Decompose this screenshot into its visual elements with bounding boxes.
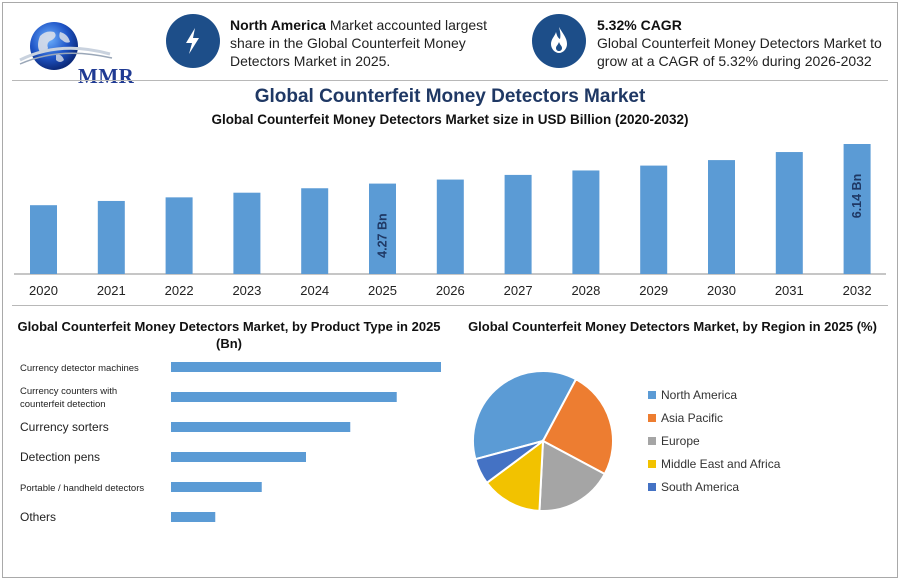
legend-swatch-europe xyxy=(648,437,656,445)
bar-2022 xyxy=(165,197,193,274)
hbar-detection-pens xyxy=(171,452,306,462)
data-label-2025: 4.27 Bn xyxy=(376,213,390,257)
hbar-label-currency-counters-with-counterfeit-detection: Currency counters with xyxy=(20,386,117,397)
product-type-bar-chart: Currency detector machines Currency count… xyxy=(20,362,441,524)
bar-2020 xyxy=(30,205,57,274)
main-subtitle: Global Counterfeit Money Detectors Marke… xyxy=(211,112,689,127)
flame-drop-icon xyxy=(551,27,567,53)
mmr-logo: MMR xyxy=(16,14,146,88)
x-tick-label: 2025 xyxy=(368,283,397,298)
hbar-currency-detector-machines xyxy=(171,362,441,372)
hbar-others xyxy=(171,512,216,522)
market-size-bar-chart: 2020 2021 2022 2023 2024 2025 4.27 Bn 2026 2027 2… xyxy=(14,144,886,298)
bar-2031 xyxy=(775,152,803,274)
pie-slice-europe xyxy=(538,439,607,512)
hbar-label-others: Others xyxy=(20,510,56,524)
x-tick-label: 2031 xyxy=(775,283,804,298)
highlight-text-2: 5.32% CAGR Global Counterfeit Money Dete… xyxy=(597,16,889,70)
data-label-2032: 6.14 Bn xyxy=(850,174,864,218)
highlight-body-2: Global Counterfeit Money Detectors Marke… xyxy=(597,35,882,69)
bar-2024 xyxy=(301,188,329,274)
header-divider xyxy=(12,80,888,81)
hbar-label-currency-detector-machines: Currency detector machines xyxy=(20,363,139,374)
legend-swatch-asia-pacific xyxy=(648,414,656,422)
x-tick-label: 2022 xyxy=(165,283,194,298)
highlight-bold-1: North America xyxy=(230,17,326,33)
bar-2027 xyxy=(504,174,532,274)
hbar-label-currency-counters-with-counterfeit-detection: counterfeit detection xyxy=(20,399,106,410)
highlight-badge-1 xyxy=(166,14,220,68)
x-tick-label: 2030 xyxy=(707,283,736,298)
pie-slice-north-america xyxy=(472,370,578,461)
legend-label-asia-pacific: Asia Pacific xyxy=(661,411,723,425)
x-tick-label: 2026 xyxy=(436,283,465,298)
x-tick-label: 2032 xyxy=(843,283,872,298)
bar-2032 xyxy=(843,144,871,274)
region-pie-chart: North America Asia Pacific Europe Middle Ea… xyxy=(472,370,781,512)
highlight-badge-2 xyxy=(532,14,586,68)
x-tick-label: 2023 xyxy=(232,283,261,298)
highlight-body-1: Market accounted largest share in the Gl… xyxy=(230,17,488,69)
legend-label-middle-east-and-africa: Middle East and Africa xyxy=(661,457,781,471)
highlight-text-1: North America Market accounted largest s… xyxy=(230,16,515,70)
hbar-label-portable-handheld-detectors: Portable / handheld detectors xyxy=(20,483,144,494)
hbar-label-detection-pens: Detection pens xyxy=(20,450,100,464)
x-tick-label: 2029 xyxy=(639,283,668,298)
hbar-label-currency-sorters: Currency sorters xyxy=(20,420,109,434)
main-title: Global Counterfeit Money Detectors Marke… xyxy=(254,86,646,107)
x-tick-label: 2024 xyxy=(300,283,329,298)
bar-2026 xyxy=(436,179,464,274)
logo-text: MMR xyxy=(78,64,135,88)
x-tick-label: 2027 xyxy=(504,283,533,298)
x-tick-label: 2021 xyxy=(97,283,126,298)
x-tick-label: 2028 xyxy=(571,283,600,298)
section-divider xyxy=(12,305,888,306)
product-type-chart-title: Global Counterfeit Money Detectors Marke… xyxy=(17,319,441,351)
legend-label-north-america: North America xyxy=(661,388,737,402)
bar-2029 xyxy=(640,165,668,274)
globe-logo-icon xyxy=(19,22,113,70)
legend-swatch-middle-east-and-africa xyxy=(648,460,656,468)
region-chart-title: Global Counterfeit Money Detectors Marke… xyxy=(468,319,877,334)
bar-2030 xyxy=(708,160,735,274)
lightning-bolt-icon xyxy=(186,28,199,54)
bar-2023 xyxy=(233,192,261,274)
hbar-portable-handheld-detectors xyxy=(171,482,262,492)
hbar-currency-counters-with-counterfeit-detection xyxy=(171,392,397,402)
bar-2028 xyxy=(572,170,600,274)
x-tick-label: 2020 xyxy=(29,283,58,298)
bar-2025 xyxy=(369,183,396,274)
highlight-bold-2: 5.32% CAGR xyxy=(597,17,682,33)
hbar-currency-sorters xyxy=(171,422,351,432)
legend-swatch-south-america xyxy=(648,483,656,491)
legend-label-south-america: South America xyxy=(661,480,739,494)
pie-slice-middle-east-and-africa xyxy=(485,438,545,512)
legend-swatch-north-america xyxy=(648,391,656,399)
bar-2021 xyxy=(97,200,125,274)
legend-label-europe: Europe xyxy=(661,434,700,448)
pie-slice-south-america xyxy=(474,440,544,485)
